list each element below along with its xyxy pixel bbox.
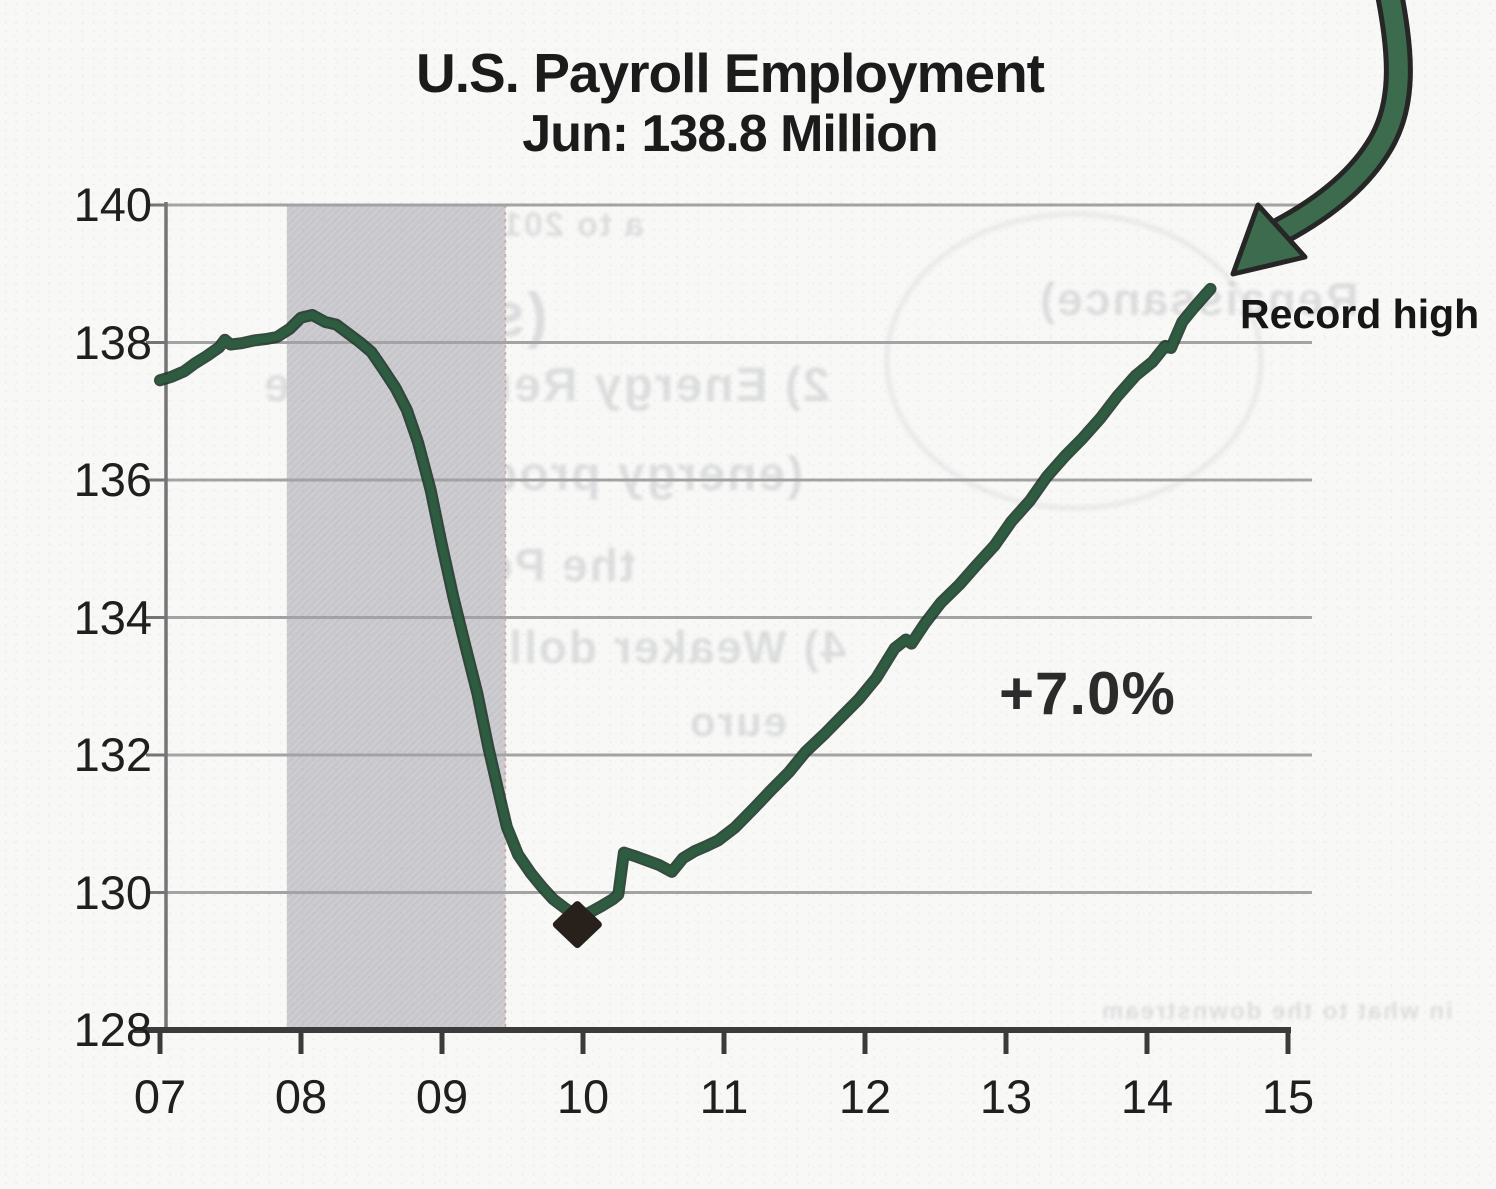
record-high-label: Record high: [1240, 291, 1480, 337]
x-axis-tick-label: 07: [133, 1070, 187, 1123]
y-axis-tick-label: 138: [73, 315, 152, 369]
y-axis-tick-label: 130: [73, 865, 152, 919]
x-axis-tick-label: 08: [274, 1070, 328, 1123]
chart-title: U.S. Payroll Employment: [415, 42, 1045, 104]
x-axis-tick-label: 11: [699, 1070, 749, 1123]
trough-marker: [552, 901, 602, 949]
y-axis-tick-label: 128: [73, 1003, 152, 1056]
x-axis-tick-label: 13: [979, 1070, 1033, 1123]
record-high-arrow: [1230, 0, 1413, 277]
y-axis-tick-label: 136: [73, 453, 152, 506]
trough-diamond: [552, 901, 602, 949]
payroll-line: [154, 282, 1217, 923]
scan-ghost-circle: [885, 212, 1263, 510]
y-axis-tick-label: 140: [73, 178, 152, 231]
gridlines: [166, 203, 1312, 894]
x-axis-tick-label: 09: [415, 1070, 469, 1123]
axes: [134, 202, 1291, 1054]
y-axis-tick-label: 134: [73, 590, 152, 644]
x-axis-tick-label: 10: [556, 1070, 610, 1123]
x-axis-tick-label: 14: [1120, 1070, 1174, 1123]
chart-subtitle: Jun: 138.8 Million: [522, 105, 938, 163]
chart-title-block: U.S. Payroll Employment Jun: 138.8 Milli…: [240, 42, 1220, 164]
x-axis-tick-label: 12: [838, 1070, 892, 1123]
growth-percent-label: +7.0%: [999, 660, 1176, 727]
x-axis-tick-label: 15: [1261, 1070, 1315, 1123]
y-axis-tick-label: 132: [73, 728, 152, 781]
